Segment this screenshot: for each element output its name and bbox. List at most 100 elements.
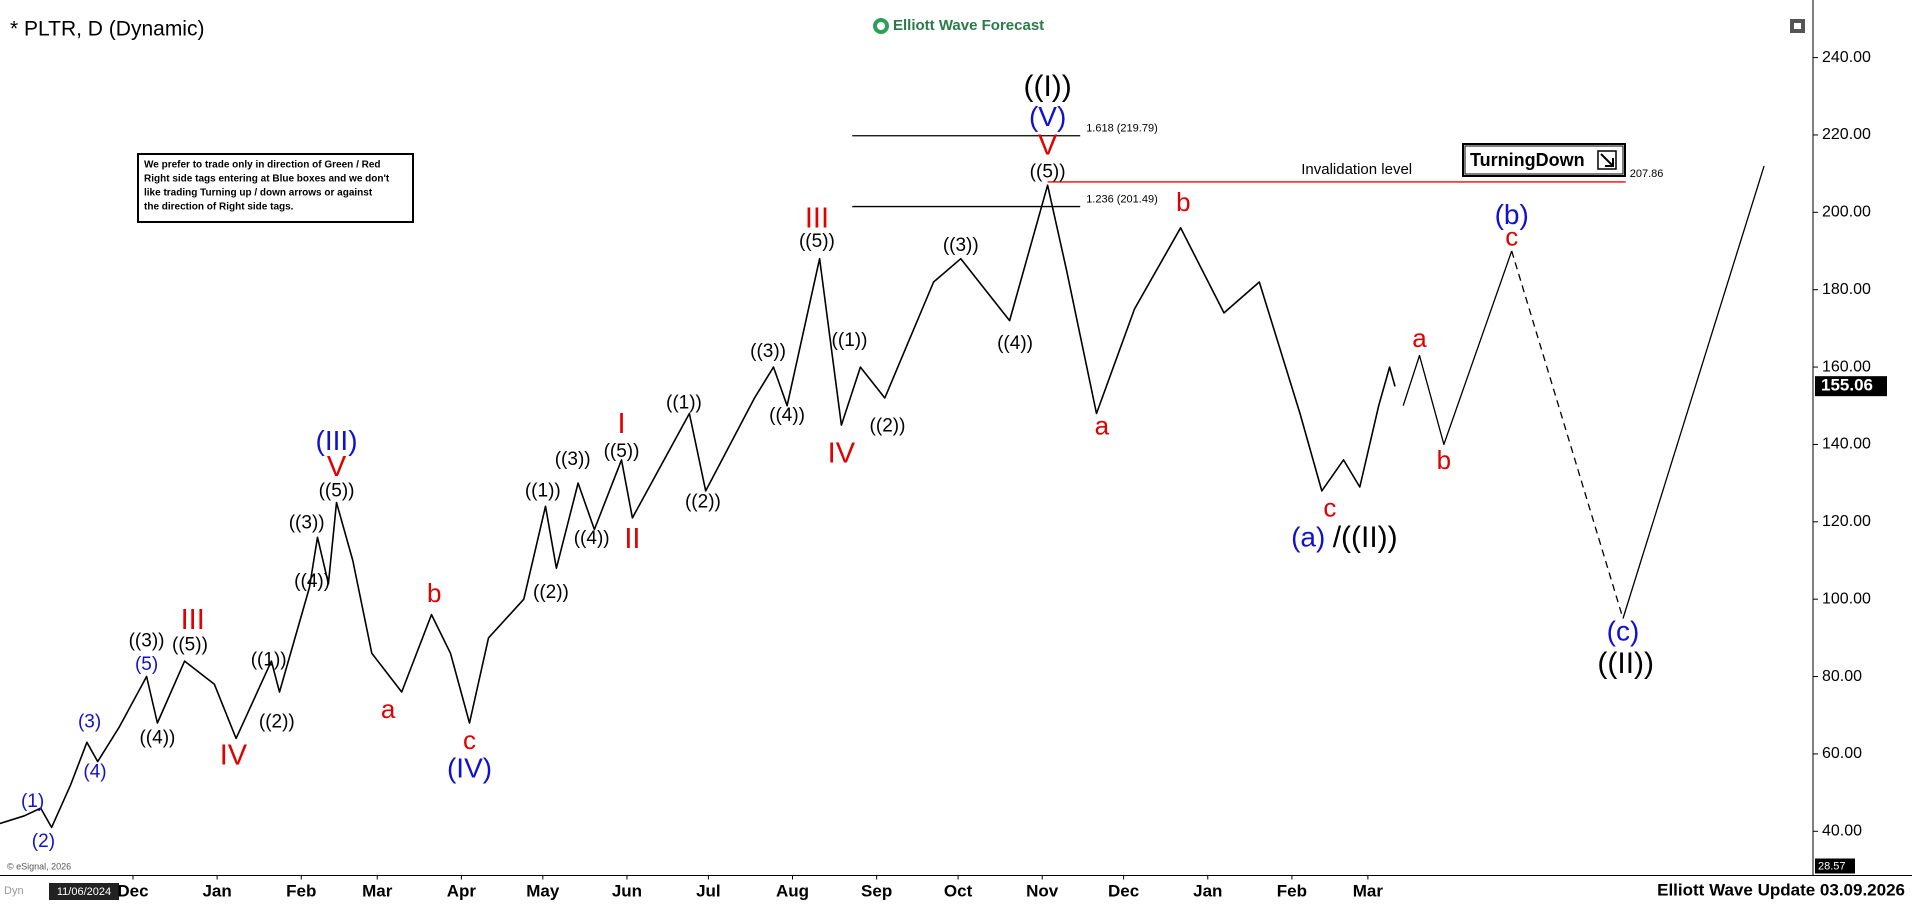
last-price-tag (1815, 376, 1887, 397)
wave-label: ((3)) (289, 512, 325, 533)
wave-label: ((2)) (870, 416, 906, 437)
y-tick-label: 120.00 (1822, 513, 1871, 530)
x-tick-label: Feb (286, 881, 316, 900)
signal-inner-frame (1464, 145, 1624, 175)
copyright: © eSignal, 2026 (7, 861, 71, 871)
projection-line (1622, 165, 1765, 619)
x-tick-label: Jun (612, 881, 642, 900)
footer: Elliott Wave Update 03.09.2026 (1657, 880, 1905, 899)
wave-label: b (1176, 187, 1190, 217)
wave-label: ((I)) (1023, 70, 1071, 103)
x-tick-label: Nov (1026, 881, 1059, 900)
y-tick-label: 40.00 (1822, 823, 1862, 840)
window-icon (1790, 19, 1805, 33)
wave-label: I (617, 408, 625, 440)
wave-label: (3) (78, 712, 101, 733)
wave-label: a (1095, 411, 1110, 441)
y-tick-label: 60.00 (1822, 745, 1862, 762)
wave-label: (V) (1029, 101, 1066, 132)
ylim-label: 28.57 (1818, 860, 1846, 872)
wave-label: ((5)) (1030, 161, 1066, 182)
wave-label: ((4)) (294, 571, 330, 592)
level-label: Invalidation level (1301, 161, 1412, 178)
brand-logo: Elliott Wave Forecast (873, 17, 1044, 34)
wave-label: V (1038, 130, 1058, 162)
wave-label: (b) (1495, 199, 1529, 230)
disclaimer-frame (137, 153, 414, 223)
price-line (0, 184, 1396, 829)
wave-label: III (181, 604, 205, 636)
wave-label: ((2)) (533, 582, 569, 603)
x-tick-label: Mar (362, 881, 393, 900)
x-tick-label: Jan (202, 881, 231, 900)
wave-label: IV (220, 739, 248, 771)
wave-label: ((2)) (685, 491, 721, 512)
y-tick-label: 160.00 (1822, 358, 1871, 375)
wave-label: (5) (135, 654, 158, 675)
wave-label: ((1)) (525, 481, 561, 502)
wave-label: ((4)) (769, 405, 805, 426)
wave-label: II (624, 523, 640, 555)
interval-tag: Dyn (4, 885, 24, 897)
y-tick-label: 240.00 (1822, 49, 1871, 66)
x-tick-label: Sep (861, 881, 892, 900)
x-tick-label: May (526, 881, 560, 900)
wave-label: ((3)) (555, 449, 591, 470)
wave-label: V (327, 451, 347, 483)
wave-label: ((5)) (604, 441, 640, 462)
x-tick-label: Mar (1353, 881, 1384, 900)
wave-label: (a) (1291, 522, 1325, 553)
disclaimer-line: We prefer to trade only in direction of … (144, 160, 381, 171)
wave-label: /((II)) (1333, 521, 1398, 554)
x-tick-label: Aug (776, 881, 809, 900)
disclaimer-line: Right side tags entering at Blue boxes a… (144, 174, 390, 185)
wave-label: III (805, 203, 829, 235)
wave-label: (4) (83, 761, 106, 782)
x-tick-label: Dec (1108, 881, 1139, 900)
wave-label: ((1)) (251, 649, 287, 670)
projection-line (1511, 250, 1624, 619)
cursor-date: 11/06/2024 (57, 886, 111, 898)
signal-box: TurningDown (1462, 143, 1626, 177)
wave-label: ((3)) (129, 631, 165, 652)
wave-label: ((4)) (139, 727, 175, 748)
last-price-label: 155.06 (1821, 376, 1873, 395)
wave-label: ((4)) (997, 333, 1033, 354)
level-label: 1.618 (219.79) (1086, 123, 1158, 135)
x-tick-label: Apr (447, 881, 477, 900)
wave-label: (III) (316, 425, 358, 456)
wave-label: (IV) (447, 753, 492, 784)
wave-label: ((2)) (259, 712, 295, 733)
y-tick-label: 220.00 (1822, 126, 1871, 143)
wave-label: ((II)) (1597, 647, 1654, 680)
disclaimer-line: like trading Turning up / down arrows or… (144, 188, 373, 199)
y-tick-label: 180.00 (1822, 281, 1871, 298)
wave-label: c (1505, 222, 1518, 252)
cursor-date-box (49, 883, 119, 900)
y-tick-label: 200.00 (1822, 204, 1871, 221)
wave-label: IV (828, 438, 856, 470)
level-value: 207.86 (1630, 168, 1664, 180)
x-tick-label: Oct (944, 881, 973, 900)
x-tick-label: Jan (1193, 881, 1222, 900)
level-label: 1.236 (201.49) (1086, 193, 1158, 205)
logo-icon-inner (877, 22, 885, 30)
wave-label: a (1412, 323, 1427, 353)
signal-arrow-icon (1597, 150, 1617, 170)
wave-label: ((5)) (319, 481, 355, 502)
wave-label: b (1437, 445, 1451, 475)
wave-label: ((3)) (750, 341, 786, 362)
wave-label: ((4)) (574, 528, 610, 549)
arrow (1600, 153, 1614, 167)
arrow-frame (1597, 150, 1617, 170)
y-tick-label: 100.00 (1822, 590, 1871, 607)
wave-label: c (463, 725, 476, 755)
x-tick-label: Dec (117, 881, 148, 900)
wave-label: ((5)) (172, 635, 208, 656)
wave-label: a (381, 694, 396, 724)
wave-label: (c) (1607, 616, 1640, 647)
y-tick-label: 140.00 (1822, 436, 1871, 453)
projection-line (1402, 250, 1513, 446)
wave-label: c (1323, 493, 1336, 523)
